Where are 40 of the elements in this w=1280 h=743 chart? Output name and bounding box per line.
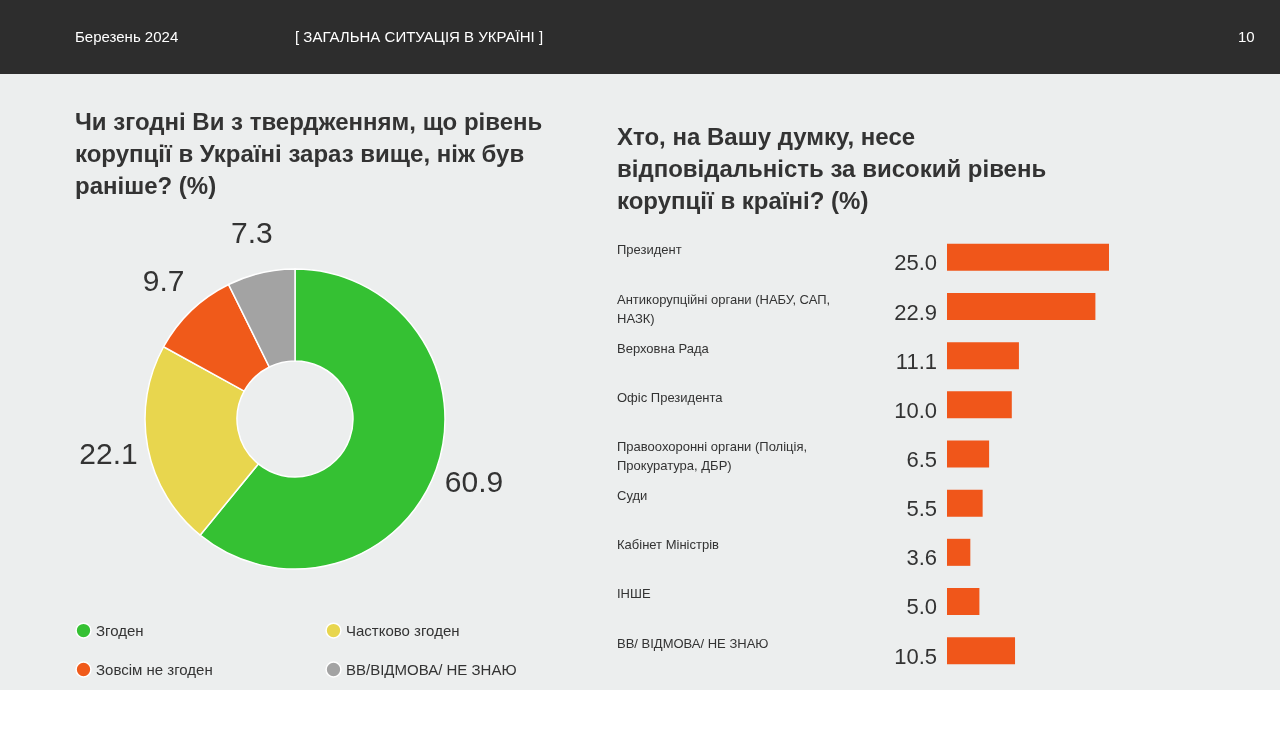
data-label: 22.9 bbox=[894, 299, 937, 325]
chart-title: Чи згодні Ви з твердженням, що рівень корупції в Україні зараз вище, ніж був раніше? (%) bbox=[75, 107, 543, 199]
bar bbox=[947, 342, 1019, 370]
data-label: 25.0 bbox=[894, 250, 937, 276]
y-tick-label: ІНШЕ bbox=[617, 586, 651, 602]
bar bbox=[947, 489, 983, 517]
y-tick-label: Кабінет Міністрів bbox=[617, 537, 720, 553]
text: Березень 2024 bbox=[75, 28, 179, 45]
data-label: 11.1 bbox=[895, 348, 937, 374]
y-tick-label: Антикорупційні органи (НАБУ, САП, НАЗК) bbox=[617, 291, 831, 326]
y-tick-label: Правоохоронні органи (Поліція, Прокуратура, ДБР) bbox=[617, 439, 808, 473]
data-label: 7.3 bbox=[230, 215, 273, 249]
bar bbox=[947, 243, 1109, 271]
legend-label: Згоден bbox=[96, 621, 144, 639]
data-label: 6.5 bbox=[906, 447, 937, 472]
y-tick-label: Верховна Рада bbox=[617, 340, 710, 356]
bar bbox=[947, 292, 1096, 321]
y-tick-label: ВВ/ ВІДМОВА/ НЕ ЗНАЮ bbox=[617, 635, 769, 651]
data-label: 5.0 bbox=[906, 594, 937, 620]
text: 10 bbox=[1238, 28, 1255, 45]
bar bbox=[947, 440, 990, 468]
bar bbox=[947, 587, 980, 616]
legend-label: ВВ/ВІДМОВА/ НЕ ЗНАЮ bbox=[346, 660, 517, 678]
chart-title: Хто, на Вашу думку, несе відповідальність за високий рівень корупції в країні? (%) bbox=[617, 123, 1047, 214]
data-label: 60.9 bbox=[444, 464, 504, 498]
data-label: 3.6 bbox=[906, 545, 937, 571]
bar bbox=[947, 637, 1016, 665]
data-label: 10.0 bbox=[894, 397, 937, 423]
legend-label: Частково згоден bbox=[346, 621, 460, 639]
legend-label: Зовсім не згоден bbox=[96, 660, 213, 678]
y-tick-label: Офіс Президента bbox=[617, 389, 724, 405]
bar bbox=[947, 538, 971, 566]
y-tick-label: Президент bbox=[617, 242, 682, 258]
y-tick-label: Суди bbox=[617, 488, 648, 504]
data-label: 5.5 bbox=[906, 496, 937, 522]
text: [ ЗАГАЛЬНА СИТУАЦІЯ В УКРАЇНІ ] bbox=[295, 28, 544, 45]
data-label: 22.1 bbox=[79, 437, 138, 471]
bar bbox=[947, 391, 1012, 419]
data-label: 9.7 bbox=[142, 263, 185, 297]
data-label: 10.5 bbox=[894, 643, 937, 669]
